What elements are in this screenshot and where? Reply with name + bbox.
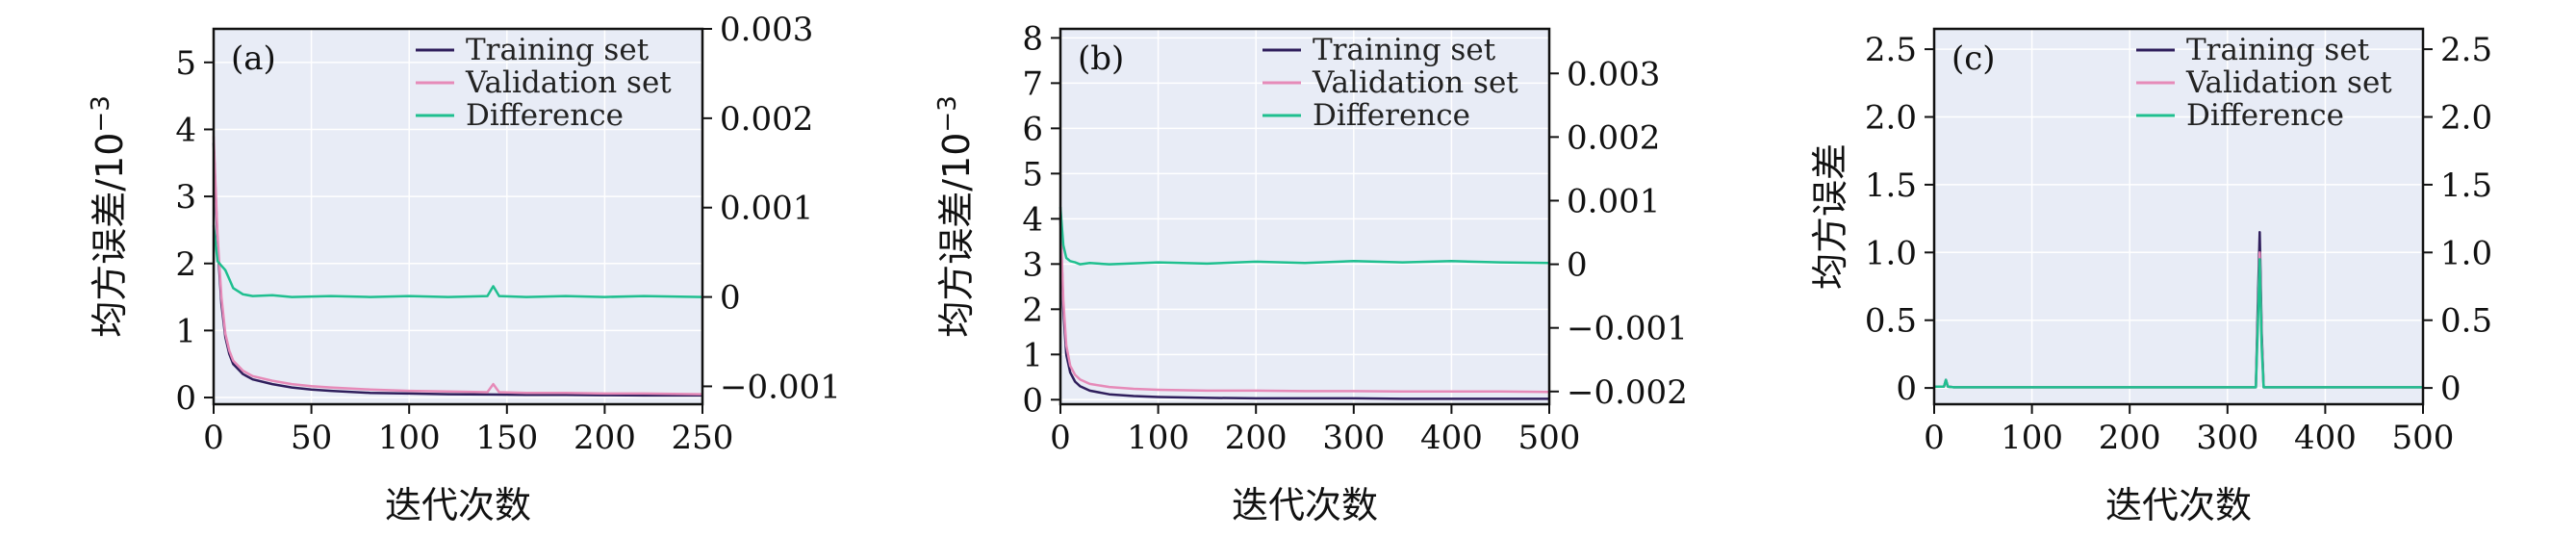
y-axis-label-text: 均方误差 bbox=[1809, 143, 1851, 290]
y-axis-label-exponent: −3 bbox=[933, 95, 962, 132]
x-tick-label: 0 bbox=[1924, 419, 1945, 457]
x-axis-label: 迭代次数 bbox=[2105, 484, 2252, 526]
x-tick-label: 400 bbox=[2294, 419, 2357, 457]
y2-tick-label: −0.002 bbox=[1567, 373, 1688, 412]
y2-tick-label: 0.003 bbox=[1567, 55, 1660, 93]
y2-tick-label: 0.002 bbox=[720, 100, 813, 139]
x-tick-label: 150 bbox=[475, 419, 538, 457]
x-tick-label: 200 bbox=[574, 419, 636, 457]
y-tick-label: 1 bbox=[175, 312, 196, 350]
plot-frame bbox=[1058, 27, 1551, 406]
y-tick-label: 1 bbox=[1022, 336, 1043, 374]
y2-tick-label: 1.0 bbox=[2440, 234, 2492, 272]
plot-area bbox=[214, 29, 702, 404]
y-tick-label: 0 bbox=[175, 379, 196, 418]
legend-entry: Validation set bbox=[465, 65, 672, 100]
y-tick-label: 3 bbox=[175, 178, 196, 217]
x-axis-label: 迭代次数 bbox=[385, 484, 531, 526]
y2-tick-label: 0.002 bbox=[1567, 118, 1660, 157]
y-tick-label: 1.5 bbox=[1865, 167, 1917, 205]
x-tick-label: 100 bbox=[1127, 419, 1189, 457]
y-tick-label: 4 bbox=[1022, 200, 1043, 239]
y-tick-label: 3 bbox=[1022, 245, 1043, 284]
x-tick-label: 500 bbox=[2392, 419, 2455, 457]
y-tick-label: 6 bbox=[1022, 110, 1043, 148]
x-tick-label: 250 bbox=[672, 419, 734, 457]
series-line-difference bbox=[1934, 258, 2423, 389]
y-tick-label: 0 bbox=[1022, 381, 1043, 420]
x-tick-label: 200 bbox=[2099, 419, 2161, 457]
x-tick-label: 100 bbox=[2001, 419, 2063, 457]
y-tick-label: 2 bbox=[1022, 291, 1043, 329]
y2-tick-label: −0.001 bbox=[720, 368, 841, 406]
y2-tick-label: 1.5 bbox=[2440, 167, 2492, 205]
y-tick-label: 5 bbox=[1022, 155, 1043, 193]
y-axis-label: 均方误差/10−3 bbox=[933, 95, 978, 338]
x-tick-label: 100 bbox=[378, 419, 441, 457]
series-line-validation-set bbox=[212, 136, 703, 396]
y-axis-label-text: 均方误差/10 bbox=[89, 133, 131, 338]
x-tick-label: 50 bbox=[291, 419, 332, 457]
x-tick-label: 0 bbox=[203, 419, 224, 457]
y-tick-label: 0.5 bbox=[1865, 302, 1917, 341]
y2-tick-label: 0.001 bbox=[1567, 182, 1660, 220]
y2-tick-label: 0.003 bbox=[720, 11, 813, 49]
chart-panel-3: 0 100 200 300 400 500 0 0.5 1.0 1.5 2.0 2.5 0 0.5 1.0 1… bbox=[1809, 27, 2492, 526]
y-tick-label: 2.0 bbox=[1865, 99, 1917, 138]
y2-tick-label: −0.001 bbox=[1567, 310, 1688, 348]
y-tick-label: 4 bbox=[175, 111, 196, 149]
plot-frame bbox=[1932, 27, 2425, 406]
y-axis-label-text: 均方误差/10 bbox=[935, 133, 978, 338]
y-tick-label: 8 bbox=[1022, 19, 1043, 58]
x-tick-label: 0 bbox=[1050, 419, 1071, 457]
y-tick-label: 7 bbox=[1022, 64, 1043, 103]
panel-label: (c) bbox=[1951, 39, 1996, 78]
panel-label: (a) bbox=[231, 39, 276, 78]
x-tick-label: 400 bbox=[1420, 419, 1483, 457]
y-tick-label: 5 bbox=[175, 44, 196, 83]
legend-entry: Training set bbox=[2186, 33, 2370, 67]
x-tick-label: 500 bbox=[1518, 419, 1581, 457]
y2-tick-label: 2.0 bbox=[2440, 99, 2492, 138]
series-line-difference bbox=[212, 225, 703, 298]
legend-entry: Difference bbox=[2186, 98, 2344, 133]
x-tick-label: 300 bbox=[2196, 419, 2258, 457]
y-axis-label: 均方误差/10−3 bbox=[87, 95, 131, 338]
legend-entry: Validation set bbox=[1312, 65, 1518, 100]
y-tick-label: 2 bbox=[175, 245, 196, 284]
plot-area bbox=[1934, 29, 2423, 404]
chart-panel-1: 0 50 100 150 200 250 0 1 2 3 4 5 −0.001 0 0.001 0.002 0.… bbox=[87, 11, 841, 526]
y-axis-label-exponent: −3 bbox=[87, 95, 115, 132]
panel-label: (b) bbox=[1078, 39, 1124, 78]
y2-tick-label: 2.5 bbox=[2440, 31, 2492, 69]
series-line-difference bbox=[1058, 207, 1550, 266]
plot-frame bbox=[212, 27, 704, 406]
y2-tick-label: 0.5 bbox=[2440, 302, 2492, 341]
x-tick-label: 300 bbox=[1322, 419, 1385, 457]
legend-entry: Training set bbox=[1313, 33, 1496, 67]
series-line-validation-set bbox=[1058, 214, 1550, 394]
plot-area bbox=[1060, 29, 1549, 404]
legend-entry: Difference bbox=[466, 98, 624, 133]
y2-tick-label: 0 bbox=[1567, 246, 1588, 285]
x-axis-label: 迭代次数 bbox=[1232, 484, 1378, 526]
series-line-training-set bbox=[1058, 218, 1549, 400]
y2-tick-label: 0.001 bbox=[720, 190, 813, 228]
legend-entry: Difference bbox=[1313, 98, 1470, 133]
y-tick-label: 2.5 bbox=[1865, 31, 1917, 69]
chart-panel-2: 0 100 200 300 400 500 0 1 2 3 4 5 6 7 8 −0.002 −0.001 0 0.… bbox=[933, 19, 1688, 526]
y-tick-label: 1.0 bbox=[1865, 234, 1917, 272]
x-tick-label: 200 bbox=[1225, 419, 1288, 457]
y-tick-label: 0 bbox=[1896, 370, 1917, 408]
y-axis-label: 均方误差 bbox=[1809, 143, 1851, 290]
y2-tick-label: 0 bbox=[720, 279, 741, 318]
legend-entry: Validation set bbox=[2185, 65, 2392, 100]
legend-entry: Training set bbox=[466, 33, 650, 67]
y2-tick-label: 0 bbox=[2440, 370, 2461, 408]
